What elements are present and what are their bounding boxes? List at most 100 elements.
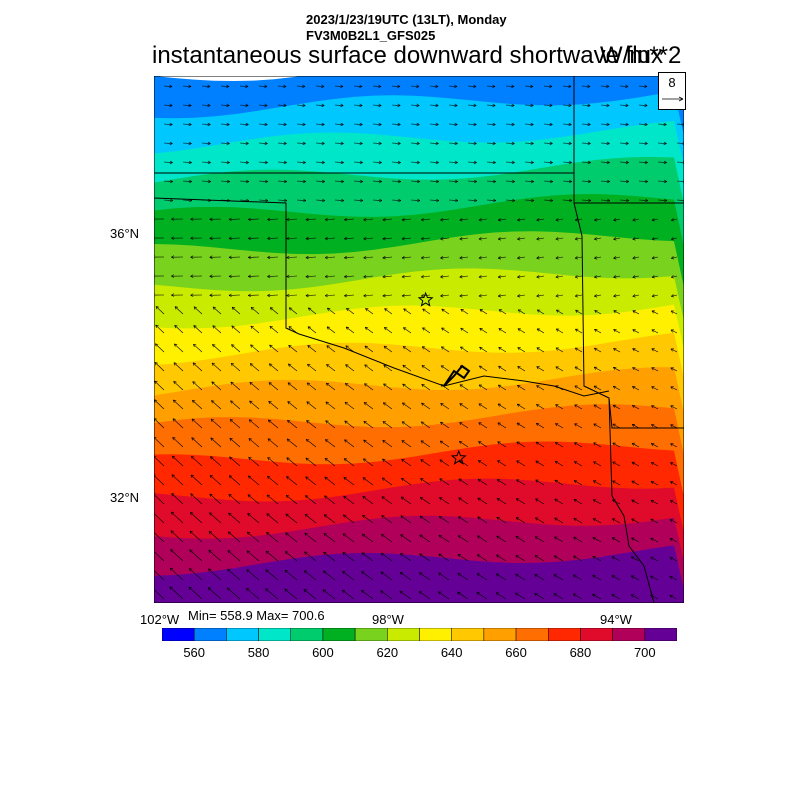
wind-arrow <box>345 364 355 372</box>
wind-arrow <box>574 347 583 353</box>
wind-arrow <box>363 274 374 279</box>
wind-arrow <box>581 198 592 203</box>
wind-arrow <box>460 346 469 353</box>
wind-arrow <box>459 275 469 279</box>
wind-arrow <box>201 160 211 165</box>
wind-arrow <box>286 457 298 467</box>
wind-arrow <box>459 403 469 410</box>
wind-arrow <box>344 217 355 222</box>
colorbar-label: 620 <box>376 645 399 660</box>
wind-arrow <box>353 179 363 184</box>
lon-label-102: 102°W <box>140 612 180 627</box>
wind-arrow <box>231 325 241 334</box>
wind-arrow <box>324 236 336 241</box>
wind-arrow <box>459 384 469 391</box>
wind-arrow <box>209 236 222 240</box>
reference-vector-label: 8 <box>668 75 676 90</box>
wind-arrow <box>304 513 317 524</box>
colorbar-label: 680 <box>569 645 592 660</box>
wind-arrow <box>267 274 279 279</box>
wind-arrow <box>403 327 412 334</box>
wind-arrow <box>171 255 184 259</box>
wind-arrow <box>384 308 393 315</box>
wind-arrow <box>402 383 412 391</box>
wind-arrow <box>631 556 640 562</box>
wind-arrow <box>534 593 545 600</box>
wind-arrow <box>594 328 602 334</box>
wind-arrow <box>173 381 184 391</box>
wind-arrow <box>285 532 298 543</box>
wind-arrow <box>497 422 507 429</box>
wind-arrow <box>258 179 268 184</box>
wind-arrow <box>670 443 678 448</box>
wind-arrow <box>517 294 526 298</box>
wind-arrow <box>372 160 382 165</box>
wind-arrow <box>497 403 507 410</box>
wind-arrow <box>448 160 458 165</box>
wind-arrow <box>497 294 507 298</box>
wind-arrow <box>361 552 374 562</box>
colorbar-swatch <box>580 628 613 641</box>
wind-arrow <box>163 122 173 127</box>
wind-arrow <box>190 274 203 278</box>
wind-arrow <box>327 307 336 315</box>
wind-arrow <box>193 306 203 315</box>
wind-arrow <box>190 512 203 524</box>
wind-arrow <box>268 363 279 372</box>
wind-arrow <box>286 293 298 298</box>
wind-arrow <box>650 518 659 524</box>
wind-arrow <box>246 531 260 543</box>
wind-arrow <box>478 256 488 260</box>
wind-arrow <box>495 592 507 600</box>
wind-arrow <box>457 591 469 600</box>
wind-arrow <box>305 217 317 222</box>
wind-arrow <box>467 103 477 108</box>
wind-arrow <box>268 419 279 429</box>
wind-arrow <box>154 362 165 372</box>
wind-arrow <box>228 255 241 260</box>
wind-arrow <box>182 122 192 127</box>
wind-arrow <box>154 455 165 467</box>
wind-arrow <box>267 457 279 467</box>
wind-arrow <box>650 556 659 562</box>
wind-arrow <box>498 309 507 315</box>
wind-arrow <box>173 362 184 372</box>
wind-arrow <box>192 399 203 410</box>
wind-arrow <box>248 255 260 260</box>
wind-arrow <box>562 179 572 184</box>
colorbar-label: 660 <box>505 645 527 660</box>
wind-arrow <box>479 346 488 353</box>
wind-arrow <box>613 218 621 222</box>
wind-arrow <box>334 122 344 127</box>
wind-arrow <box>296 84 306 89</box>
wind-arrow <box>344 255 355 260</box>
wind-arrow <box>594 347 602 353</box>
wind-arrow <box>361 590 374 600</box>
wind-arrow <box>296 198 307 203</box>
wind-arrow <box>486 103 496 108</box>
wind-arrow <box>305 438 317 448</box>
wind-arrow <box>515 536 526 543</box>
wind-arrow <box>172 437 184 448</box>
wind-arrow <box>268 382 279 391</box>
wind-arrow <box>306 420 317 429</box>
wind-arrow <box>363 217 374 222</box>
wind-arrow <box>410 198 421 203</box>
wind-arrow <box>498 365 507 372</box>
wind-arrow <box>410 103 420 108</box>
wind-arrow <box>477 535 488 543</box>
wind-arrow <box>670 462 678 467</box>
wind-arrow <box>248 419 260 429</box>
colorbar-swatch <box>354 628 388 641</box>
wind-arrow <box>429 160 439 165</box>
wind-arrow <box>613 294 621 298</box>
wind-arrow <box>344 236 355 241</box>
wind-arrow <box>400 515 412 524</box>
wind-arrow <box>361 533 374 543</box>
wind-arrow <box>285 494 298 505</box>
wind-arrow <box>670 310 678 315</box>
wind-arrow <box>227 568 241 581</box>
wind-arrow <box>439 459 450 467</box>
wind-arrow <box>517 218 526 222</box>
wind-arrow <box>429 84 439 89</box>
